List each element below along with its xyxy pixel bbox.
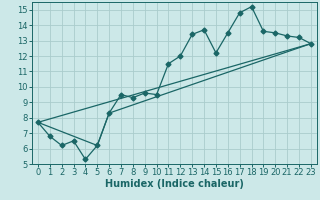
X-axis label: Humidex (Indice chaleur): Humidex (Indice chaleur) <box>105 179 244 189</box>
